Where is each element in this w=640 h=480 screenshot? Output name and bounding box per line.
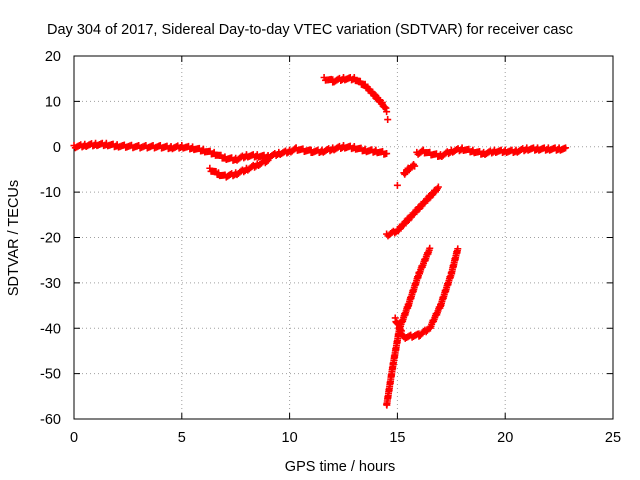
- x-tick-label: 25: [605, 430, 621, 446]
- y-tick-label: -20: [40, 231, 61, 247]
- data-markers: [70, 73, 570, 409]
- data-point: [264, 156, 272, 164]
- x-tick-labels: 0 5 10 15 20 25: [70, 430, 621, 446]
- data-point: [361, 80, 369, 88]
- data-point: [383, 108, 391, 116]
- y-tick-label: 20: [45, 49, 61, 65]
- x-axis-label: GPS time / hours: [285, 459, 395, 475]
- data-point: [366, 85, 374, 93]
- x-tick-label: 10: [282, 430, 298, 446]
- y-tick-label: -40: [40, 321, 61, 337]
- data-point: [393, 181, 401, 189]
- x-tick-label: 20: [497, 430, 513, 446]
- data-point: [411, 162, 419, 170]
- y-tick-labels: -60 -50 -40 -30 -20 -10 0 10 20: [40, 49, 61, 428]
- data-point: [371, 91, 379, 99]
- x-tick-label: 15: [389, 430, 405, 446]
- data-point: [454, 245, 462, 253]
- y-tick-label: -60: [40, 412, 61, 428]
- y-tick-label: 0: [53, 140, 61, 156]
- y-axis-label: SDTVAR / TECUs: [6, 180, 22, 296]
- tick-marks: [73, 55, 614, 420]
- data-point: [562, 144, 570, 152]
- y-tick-label: 10: [45, 94, 61, 110]
- data-point: [263, 158, 271, 166]
- y-tick-label: -50: [40, 367, 61, 383]
- data-point: [426, 244, 434, 252]
- data-point: [384, 116, 392, 124]
- data-point: [434, 183, 442, 191]
- x-tick-label: 0: [70, 430, 78, 446]
- chart-title: Day 304 of 2017, Sidereal Day-to-day VTE…: [47, 22, 573, 38]
- y-tick-label: -30: [40, 276, 61, 292]
- y-tick-label: -10: [40, 185, 61, 201]
- data-point: [383, 150, 391, 158]
- x-tick-label: 5: [178, 430, 186, 446]
- grid-lines: [74, 56, 613, 419]
- data-point: [372, 92, 380, 100]
